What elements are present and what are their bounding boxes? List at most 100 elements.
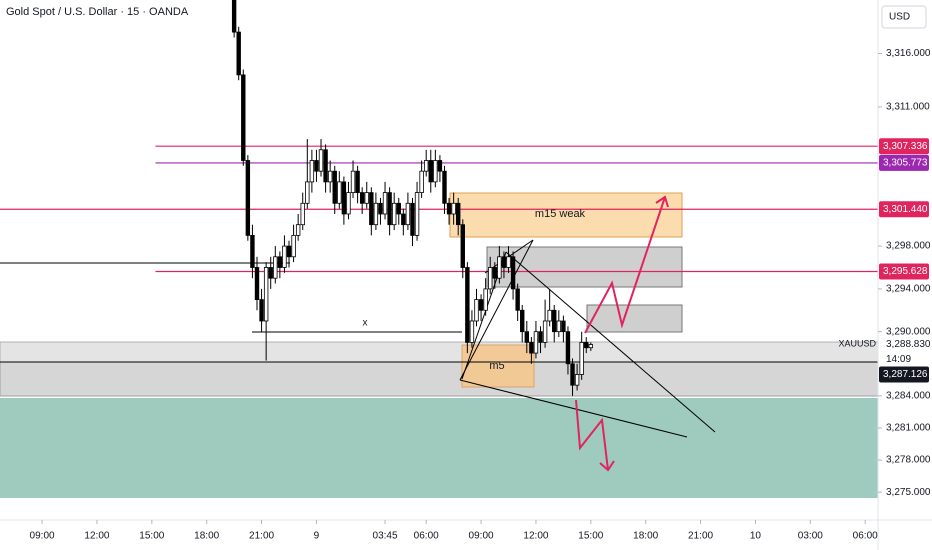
candle-body — [556, 320, 562, 333]
candle-body — [574, 374, 580, 386]
candle-body — [300, 202, 305, 226]
candle-body — [428, 160, 433, 183]
candle-body — [231, 0, 237, 33]
candle-body — [245, 160, 251, 236]
axes: 3,316.000 3,311.000 3,298.000 3,294.000 3,29… — [30, 48, 931, 542]
candle-body — [465, 267, 470, 343]
y-tick-label: 3,316.000 — [886, 48, 931, 59]
gray-box — [586, 304, 683, 333]
candle-body — [364, 192, 369, 204]
candle-body — [337, 181, 342, 204]
x-tick-label: 21:00 — [688, 531, 713, 542]
candle-body — [346, 192, 351, 215]
zones — [0, 192, 879, 498]
x-tick-label: 03:45 — [373, 531, 398, 542]
candle-body — [542, 320, 548, 343]
trend-line — [459, 379, 688, 438]
y-tick-label: 3,284.000 — [886, 391, 931, 402]
candle-body — [488, 267, 493, 290]
candle-body — [442, 170, 447, 204]
y-tick-label: 3,275.000 — [886, 487, 931, 498]
candle-body — [359, 192, 365, 204]
y-tick-label: 3,294.000 — [886, 284, 931, 295]
candle-body — [414, 192, 420, 236]
candles — [231, 0, 594, 396]
candle-body — [451, 202, 456, 215]
candle-body — [538, 331, 543, 343]
candle-body — [309, 160, 315, 183]
candle-body — [510, 256, 516, 290]
arrows — [575, 195, 669, 472]
candle-body — [282, 245, 287, 268]
currency-button[interactable] — [881, 5, 927, 29]
candle-body — [382, 192, 388, 215]
candle-body — [405, 202, 411, 226]
level-label: 3,305.773 — [883, 158, 928, 169]
level-label: 3,301.440 — [883, 204, 928, 215]
candle-body — [478, 299, 484, 311]
candle-body — [524, 331, 529, 343]
arrow-head — [599, 460, 615, 472]
y-tick-label: 3,311.000 — [886, 102, 930, 113]
candle-body — [332, 170, 337, 204]
candle-body — [552, 309, 557, 333]
candle-body — [250, 234, 255, 268]
x-tick-label: 9 — [314, 531, 320, 542]
candle-body — [506, 256, 511, 268]
candle-body — [291, 234, 296, 258]
gray-zone — [0, 361, 879, 397]
candle-body — [259, 299, 264, 322]
candle-body — [273, 256, 278, 279]
level-label-bg — [879, 201, 929, 218]
candle-body — [474, 299, 479, 322]
zone-label: m5 — [489, 360, 504, 372]
x-tick-label: 03:00 — [798, 531, 823, 542]
level-label: 3,295.628 — [883, 266, 928, 277]
candle-body — [497, 256, 502, 279]
candle-body — [446, 202, 452, 215]
gray-box — [486, 246, 683, 288]
x-tick-label: 09:00 — [30, 531, 55, 542]
candle-body — [547, 309, 552, 322]
arrow-down — [575, 399, 609, 471]
candle-body — [529, 341, 534, 354]
candle-body — [373, 202, 379, 226]
last-price: 3,287.126 — [883, 369, 928, 380]
candle-body — [350, 170, 356, 193]
countdown: 14:09 — [886, 354, 911, 365]
candle-body — [236, 31, 241, 76]
candle-body — [355, 170, 360, 193]
candle-body — [378, 202, 383, 215]
candle-body — [401, 213, 406, 226]
candle-body — [241, 74, 246, 161]
gray-zone — [0, 341, 879, 363]
candle-body — [263, 267, 269, 322]
candle-body — [387, 192, 392, 226]
trend-line — [459, 239, 534, 381]
candle-body — [492, 267, 497, 279]
candle-body — [456, 202, 461, 226]
candle-body — [483, 288, 488, 311]
x-tick-label: 06:00 — [853, 531, 878, 542]
level-label: 3,307.336 — [883, 141, 928, 152]
candle-body — [561, 320, 566, 333]
candle-body — [277, 256, 283, 268]
y-tick-label: 3,278.000 — [886, 455, 931, 466]
level-label-bg — [879, 263, 929, 280]
m5-zone — [461, 344, 535, 388]
candle-body — [391, 202, 397, 226]
x-tick-label: 15:00 — [578, 531, 603, 542]
x-tick-label: 12:00 — [84, 531, 109, 542]
candle-body — [570, 363, 575, 386]
candle-body — [369, 192, 374, 226]
m15-zone — [449, 192, 683, 238]
x-tick-label: 06:00 — [414, 531, 439, 542]
candle-body — [268, 267, 273, 279]
arrow-up — [584, 196, 666, 334]
candle-body — [314, 160, 319, 172]
candle-body — [327, 170, 333, 183]
currency[interactable]: USD — [889, 12, 910, 23]
candle-body — [419, 170, 424, 193]
candle-body — [584, 341, 589, 349]
candle-body — [396, 202, 401, 215]
